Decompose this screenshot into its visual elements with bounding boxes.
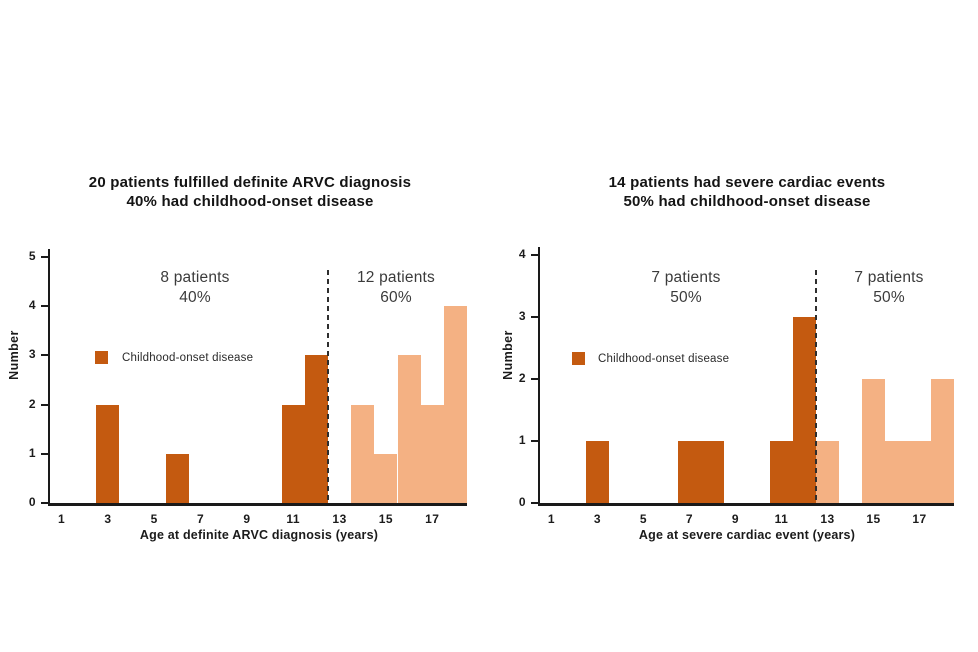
x-tick-label: 5 xyxy=(639,512,648,526)
bar-childhood-onset-age-6 xyxy=(165,453,189,503)
y-tick-mark xyxy=(531,502,538,504)
x-tick-label: 9 xyxy=(731,512,740,526)
annotation-percentage: 60% xyxy=(380,289,412,306)
chart-title: 20 patients fulfilled definite ARVC diag… xyxy=(40,173,460,211)
y-axis-line xyxy=(47,249,50,506)
y-tick-mark xyxy=(41,452,48,455)
bar-later-onset-age-15 xyxy=(374,453,398,503)
y-tick-mark xyxy=(531,254,538,256)
legend-label: Childhood-onset disease xyxy=(598,353,730,365)
y-tick-label: 0 xyxy=(28,495,36,509)
y-tick-mark xyxy=(531,316,538,318)
chart-title-line1: 14 patients had severe cardiac events xyxy=(608,174,886,191)
divider-dashed-line xyxy=(815,270,817,503)
x-tick-label: 3 xyxy=(593,512,602,526)
bar-later-onset-age-15 xyxy=(862,379,885,503)
bar-childhood-onset-age-3 xyxy=(96,404,120,503)
bar-later-onset-age-14 xyxy=(351,404,375,503)
bar-later-onset-age-16 xyxy=(885,441,908,503)
y-axis-line xyxy=(537,247,540,506)
x-tick-label: 17 xyxy=(912,512,927,526)
x-tick-label: 5 xyxy=(150,512,158,526)
bar-later-onset-age-18 xyxy=(443,306,467,503)
y-tick-label: 2 xyxy=(518,371,526,385)
x-axis-title: Age at definite ARVC diagnosis (years) xyxy=(139,528,379,542)
bar-childhood-onset-age-12 xyxy=(793,317,816,503)
x-tick-label: 1 xyxy=(547,512,556,526)
x-axis-line xyxy=(537,503,954,506)
annotation-childhood-group: 7 patients 50% xyxy=(586,268,786,308)
x-axis-line xyxy=(47,503,467,506)
chart-title-line2: 40% had childhood-onset disease xyxy=(126,193,374,210)
annotation-childhood-group: 8 patients 40% xyxy=(95,268,295,308)
x-tick-label: 17 xyxy=(425,512,440,526)
y-tick-mark xyxy=(531,378,538,380)
y-tick-mark xyxy=(41,354,48,357)
annotation-percentage: 50% xyxy=(873,289,905,306)
y-tick-mark xyxy=(41,403,48,406)
x-tick-label: 15 xyxy=(866,512,881,526)
x-axis-title: Age at severe cardiac event (years) xyxy=(638,528,856,542)
x-tick-label: 3 xyxy=(104,512,112,526)
y-tick-mark xyxy=(41,502,48,504)
x-tick-label: 11 xyxy=(286,512,301,526)
y-tick-label: 1 xyxy=(518,433,526,447)
bar-childhood-onset-age-7 xyxy=(678,441,701,503)
annotation-percentage: 50% xyxy=(670,289,702,306)
x-tick-label: 15 xyxy=(378,512,394,526)
x-tick-label: 7 xyxy=(196,512,205,526)
bar-later-onset-age-18 xyxy=(931,379,954,503)
y-tick-mark xyxy=(531,440,538,442)
chart-title-line2: 50% had childhood-onset disease xyxy=(623,193,871,210)
y-tick-mark xyxy=(41,256,48,258)
legend-label: Childhood-onset disease xyxy=(122,352,254,364)
x-tick-label: 13 xyxy=(332,512,347,526)
bar-later-onset-age-13 xyxy=(816,441,839,503)
y-tick-mark xyxy=(41,305,48,308)
bar-later-onset-age-17 xyxy=(908,441,931,503)
x-tick-label: 7 xyxy=(685,512,694,526)
annotation-patient-count: 7 patients xyxy=(854,269,924,286)
legend-swatch-icon xyxy=(95,351,108,364)
annotation-later-group: 7 patients 50% xyxy=(789,268,978,308)
y-tick-label: 3 xyxy=(518,309,526,323)
annotation-patient-count: 7 patients xyxy=(651,269,721,286)
y-tick-label: 1 xyxy=(28,445,36,460)
bar-childhood-onset-age-11 xyxy=(281,404,305,503)
bar-childhood-onset-age-11 xyxy=(770,441,793,503)
legend-swatch-icon xyxy=(572,352,585,365)
annotation-patient-count: 12 patients xyxy=(356,269,436,286)
annotation-patient-count: 8 patients xyxy=(160,269,230,286)
y-tick-label: 2 xyxy=(28,396,36,411)
y-tick-label: 3 xyxy=(28,347,36,362)
bar-childhood-onset-age-12 xyxy=(304,355,328,503)
y-tick-label: 5 xyxy=(28,249,36,263)
x-tick-label: 13 xyxy=(820,512,835,526)
y-tick-label: 4 xyxy=(518,247,526,261)
y-tick-label: 4 xyxy=(28,298,36,313)
chart-title: 14 patients had severe cardiac events 50… xyxy=(537,173,957,211)
bar-later-onset-age-16 xyxy=(397,355,421,503)
x-tick-label: 1 xyxy=(57,512,66,526)
annotation-percentage: 40% xyxy=(179,289,211,306)
y-tick-label: 0 xyxy=(518,495,526,509)
x-tick-label: 11 xyxy=(774,512,789,526)
bar-childhood-onset-age-8 xyxy=(701,441,724,503)
x-tick-label: 9 xyxy=(243,512,251,526)
annotation-later-group: 12 patients 60% xyxy=(296,268,496,308)
bar-childhood-onset-age-3 xyxy=(586,441,609,503)
divider-dashed-line xyxy=(327,270,329,503)
bar-later-onset-age-17 xyxy=(420,404,444,503)
chart-title-line1: 20 patients fulfilled definite ARVC diag… xyxy=(88,174,412,191)
